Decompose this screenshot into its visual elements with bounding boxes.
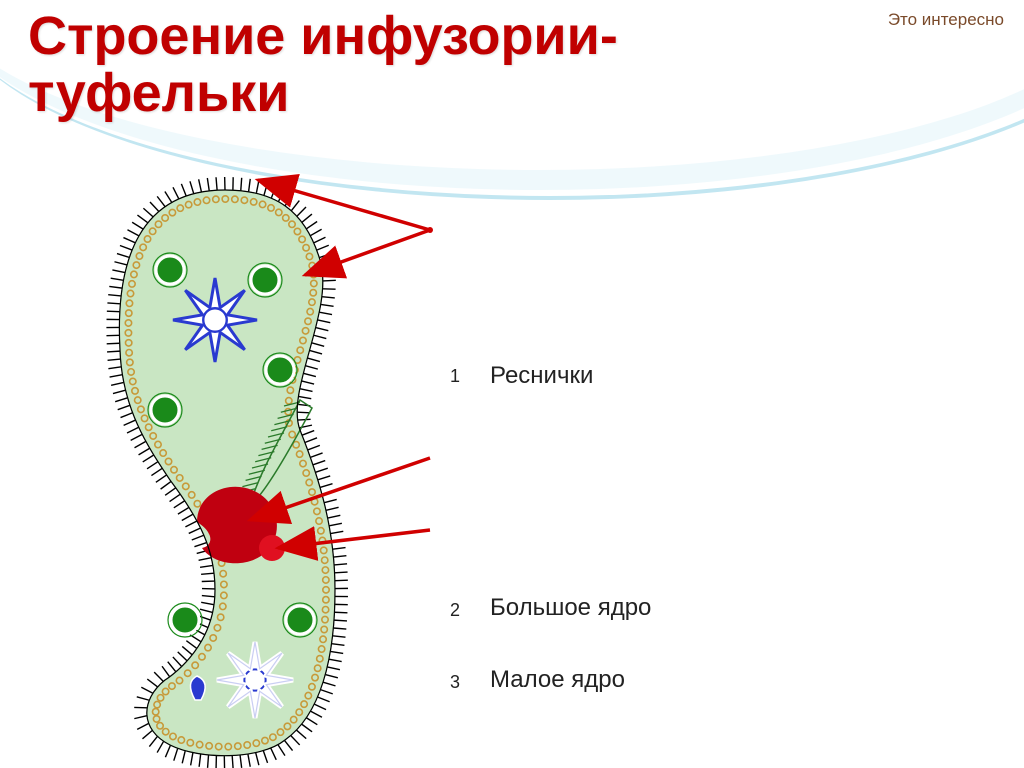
corner-note: Это интересно [888, 10, 1004, 30]
label-micronucleus: Малое ядро [490, 666, 625, 694]
diagram-area: 1 Реснички 2 Большое ядро 3 Малое ядро [0, 150, 1024, 768]
label-macronucleus: Большое ядро [490, 594, 651, 622]
label-number-2: 2 [450, 600, 460, 621]
label-number-3: 3 [450, 672, 460, 693]
label-number-1: 1 [450, 366, 460, 387]
label-cilia: Реснички [490, 362, 593, 390]
title-line2: туфельки [28, 63, 289, 123]
slide-title: Строение инфузории- туфельки [28, 8, 618, 121]
title-line1: Строение инфузории- [28, 6, 618, 66]
slide: Строение инфузории- туфельки Это интерес… [0, 0, 1024, 768]
